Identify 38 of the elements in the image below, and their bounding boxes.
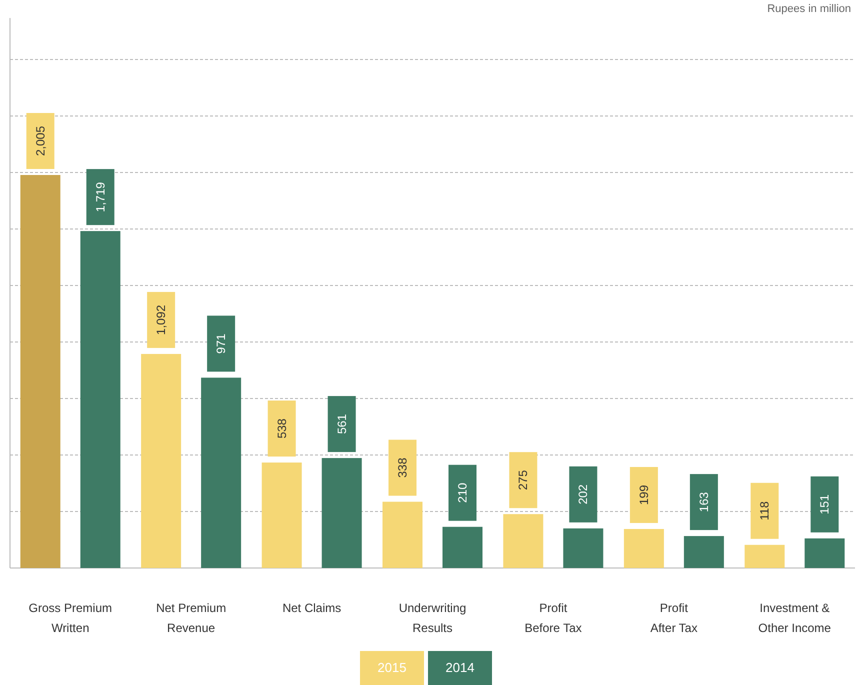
x-tick-label: Net Premium Revenue <box>156 601 226 635</box>
x-tick-label: Gross Premium Written <box>28 601 112 635</box>
data-label: 275 <box>516 470 530 490</box>
bar <box>262 462 302 568</box>
bar <box>20 175 60 568</box>
data-label: 971 <box>214 333 228 354</box>
bar <box>442 526 482 568</box>
x-tick-label: Net Claims <box>282 601 342 615</box>
bar <box>141 354 182 568</box>
data-label: 151 <box>818 494 832 514</box>
bar <box>503 514 544 568</box>
data-label: 202 <box>576 484 590 504</box>
data-label: 199 <box>636 484 651 506</box>
bar <box>744 544 785 568</box>
data-label: 538 <box>274 418 289 439</box>
data-label: 561 <box>334 414 349 434</box>
bar <box>80 231 120 568</box>
text: 2015 <box>378 660 406 675</box>
bar <box>624 528 664 568</box>
bar <box>201 378 242 568</box>
x-tick-label: Profit Before Tax <box>524 601 582 635</box>
data-label: 210 <box>456 482 470 503</box>
x-tick-label: Investment & Other Income <box>758 601 832 635</box>
data-label: 163 <box>696 492 711 512</box>
bar <box>382 502 422 568</box>
x-tick-label: Profit After Tax <box>650 601 698 635</box>
bar <box>804 538 845 568</box>
text: Rupees in million <box>767 3 851 15</box>
text: 2014 <box>446 660 474 675</box>
data-label: 1,719 <box>93 182 108 212</box>
bar <box>684 536 724 568</box>
data-label: 338 <box>396 457 410 478</box>
data-label: 1,092 <box>154 304 168 335</box>
data-label: 118 <box>758 500 772 520</box>
x-tick-label: Underwriting Results <box>398 601 466 635</box>
data-label: 2,005 <box>33 126 48 156</box>
bar <box>563 528 604 568</box>
bar <box>322 458 362 568</box>
